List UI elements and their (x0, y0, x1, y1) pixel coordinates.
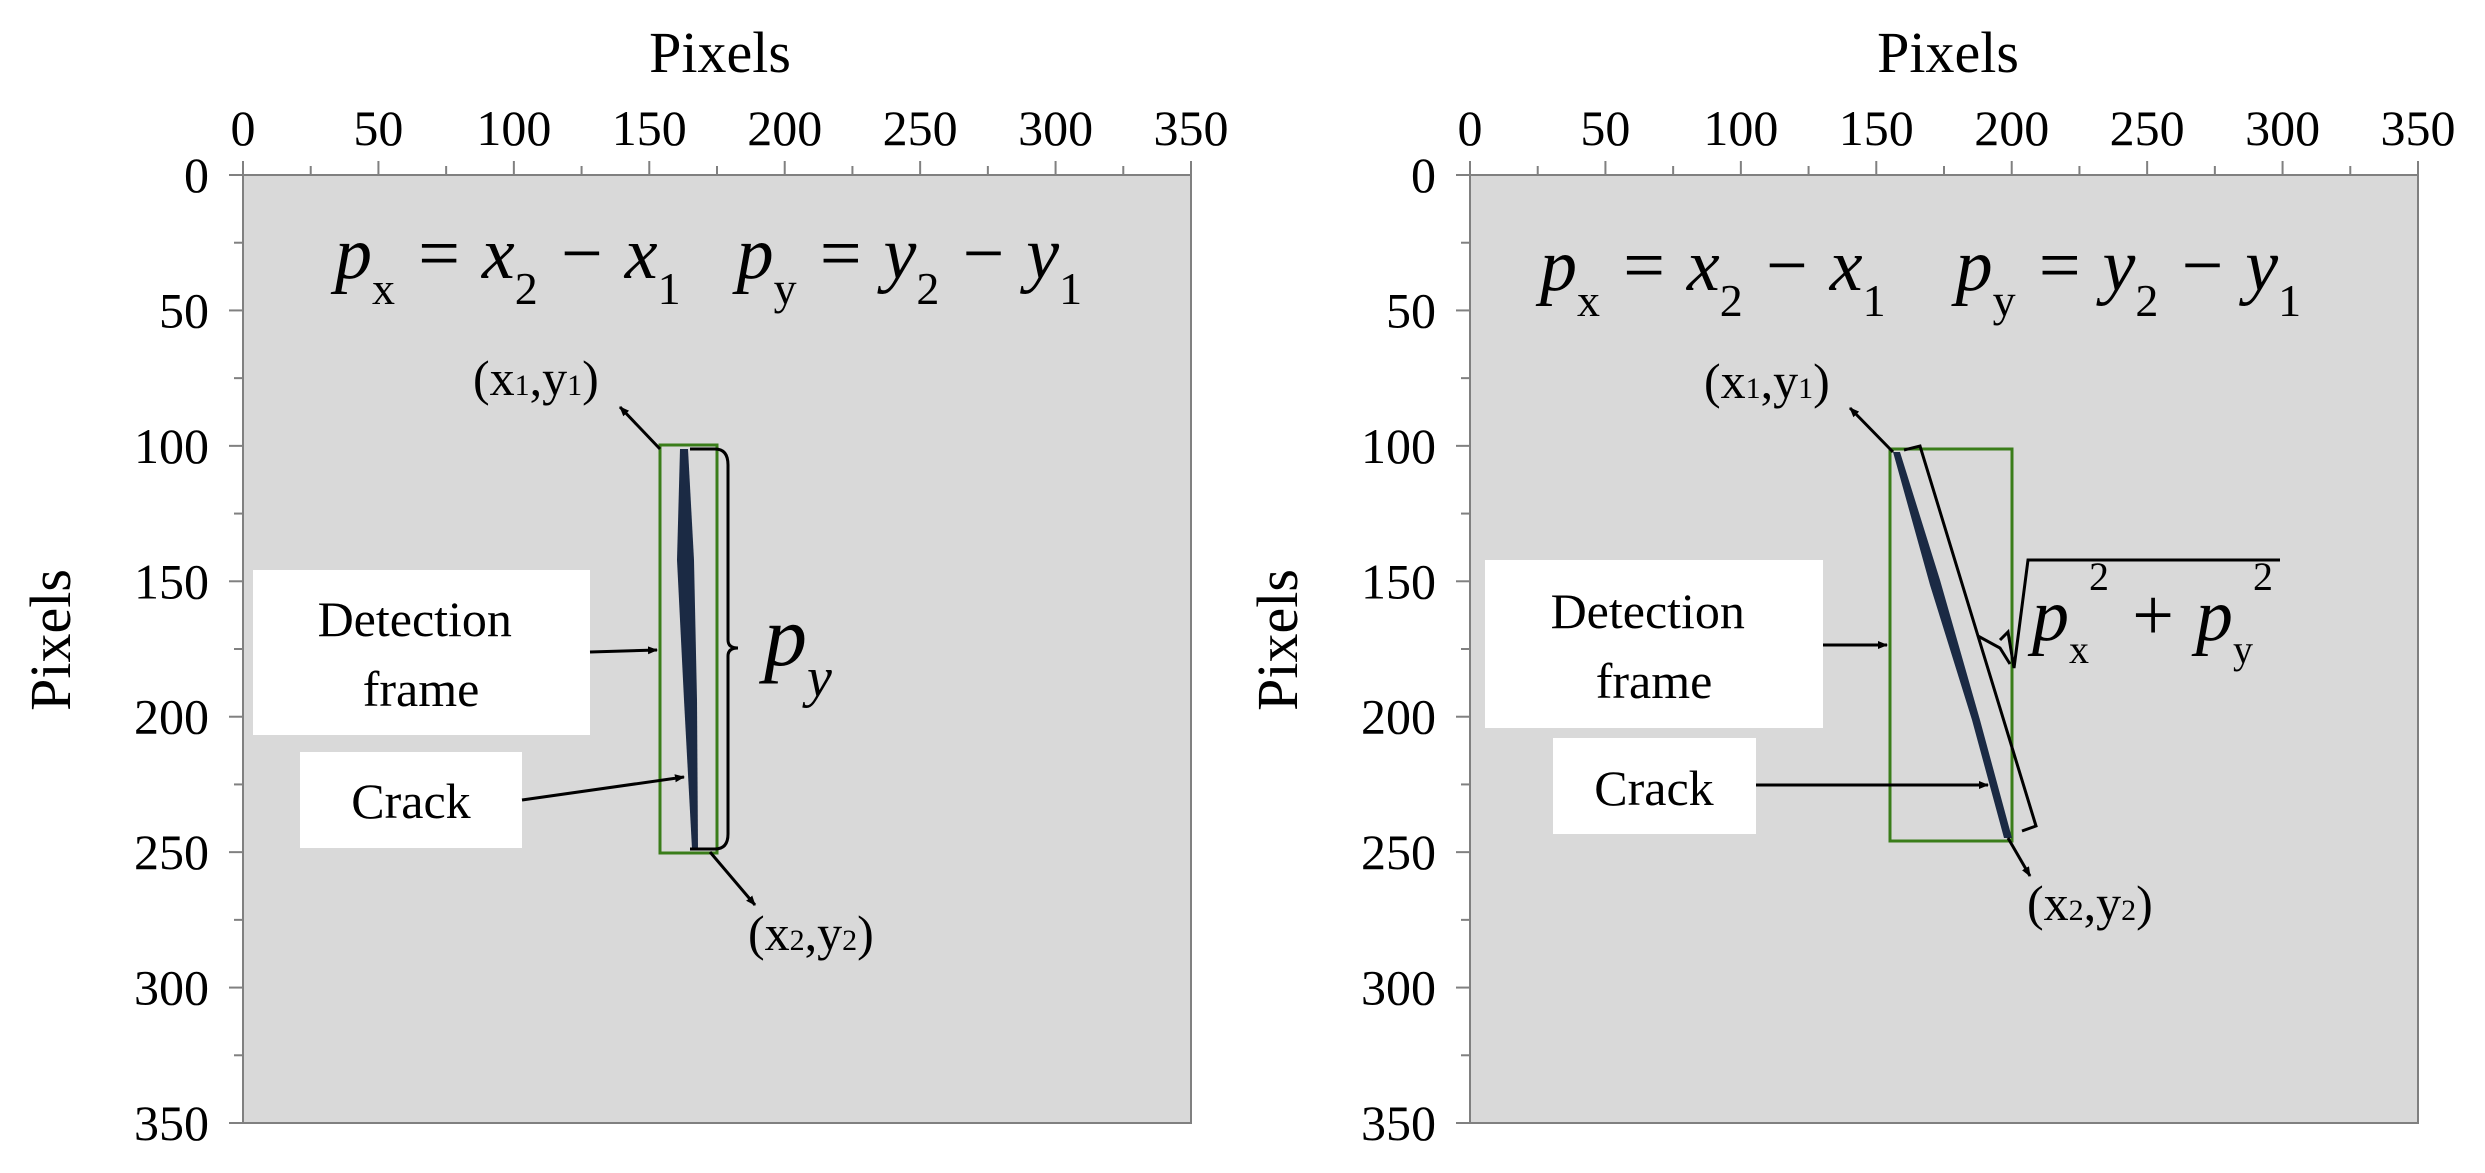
detection-frame-label: Detection frame (318, 591, 525, 717)
y-tick-label: 200 (1361, 689, 1436, 745)
x-axis: 0 50 100 150 200 250 300 350 (1458, 100, 2456, 176)
x-axis-label: Pixels (1877, 20, 2019, 85)
x-tick-label: 0 (231, 100, 256, 156)
y-tick-label: 350 (134, 1095, 209, 1151)
length-label: px2 + py2 (1998, 554, 2280, 672)
x-tick-label: 150 (1839, 100, 1914, 156)
crack-label-box (300, 752, 522, 848)
x-tick-labels: 0 50 100 150 200 250 300 350 (231, 100, 1229, 156)
x-tick-label: 150 (612, 100, 687, 156)
x-tick-label: 300 (1018, 100, 1093, 156)
x-tick-label: 350 (1154, 100, 1229, 156)
formula: px = x2 − x1 py = y2 − y1 (1535, 225, 2301, 326)
y-tick-label: 100 (1361, 418, 1436, 474)
x-tick-label: 0 (1458, 100, 1483, 156)
y-axis-label: Pixels (1245, 569, 1310, 711)
x-tick-label: 300 (2245, 100, 2320, 156)
x-tick-label: 350 (2381, 100, 2456, 156)
x-tick-label: 200 (1974, 100, 2049, 156)
y-tick-label: 300 (134, 960, 209, 1016)
end-point-arrow (2006, 837, 2032, 877)
svg-text:px2 + py2: px2 + py2 (2027, 554, 2273, 672)
y-tick-label: 0 (1411, 147, 1436, 203)
x-tick-marks (242, 161, 1192, 175)
end-point-label: (x2,y2) (2027, 875, 2153, 931)
length-label: py (758, 588, 832, 709)
crack-label-box (1553, 738, 1756, 834)
y-tick-label: 300 (1361, 960, 1436, 1016)
y-axis-label: Pixels (18, 569, 83, 711)
panel-left: 0 50 100 150 200 250 300 350 0 50 100 150 200 250 300… (18, 20, 1229, 1151)
crack-label: Crack (351, 773, 470, 829)
y-tick-label: 250 (134, 824, 209, 880)
y-tick-label: 0 (184, 147, 209, 203)
crack (1893, 452, 2012, 838)
detection-frame (658, 443, 719, 855)
x-tick-label: 50 (1580, 100, 1630, 156)
y-tick-labels: 0 50 100 150 200 250 300 350 (134, 147, 209, 1151)
detection-frame-arrow (589, 646, 658, 655)
y-tick-label: 150 (134, 553, 209, 609)
crack-label: Crack (1594, 760, 1713, 816)
y-tick-label: 50 (1386, 282, 1436, 338)
x-tick-label: 250 (2110, 100, 2185, 156)
panel-right: 0 50 100 150 200 250 300 350 0 50 100 150 200 250 300… (1245, 20, 2456, 1151)
y-axis: 0 50 100 150 200 250 300 350 (1361, 147, 1471, 1151)
y-tick-marks (229, 174, 243, 1124)
y-tick-label: 250 (1361, 824, 1436, 880)
crack (677, 449, 698, 849)
detection-frame-label-box (1485, 560, 1823, 728)
detection-frame-label: Detection frame (1551, 583, 1758, 709)
x-axis-label: Pixels (649, 20, 791, 85)
y-tick-label: 150 (1361, 553, 1436, 609)
detection-frame-label-box (253, 570, 590, 735)
y-tick-marks (1456, 174, 1470, 1124)
detection-frame (1888, 447, 2014, 843)
end-point-arrow (708, 851, 757, 906)
end-point-label: (x2,y2) (748, 905, 874, 961)
x-tick-label: 100 (476, 100, 551, 156)
x-tick-marks (1469, 161, 2419, 175)
y-axis: 0 50 100 150 200 250 300 350 (134, 147, 244, 1151)
sqrt-sign (1998, 558, 2280, 669)
y-tick-label: 100 (134, 418, 209, 474)
y-tick-label: 50 (159, 282, 209, 338)
x-tick-label: 100 (1703, 100, 1778, 156)
x-tick-label: 200 (747, 100, 822, 156)
x-axis: 0 50 100 150 200 250 300 350 (231, 100, 1229, 176)
crack-arrow (521, 774, 685, 802)
x-tick-label: 50 (353, 100, 403, 156)
x-tick-labels: 0 50 100 150 200 250 300 350 (1458, 100, 2456, 156)
x-tick-label: 250 (883, 100, 958, 156)
start-point-arrow (1848, 406, 1895, 454)
formula: px = x2 − x1 py = y2 − y1 (330, 213, 1082, 314)
length-bracket (690, 447, 739, 851)
start-point-arrow (618, 405, 662, 451)
start-point-label: (x1,y1) (473, 350, 599, 406)
y-tick-label: 200 (134, 689, 209, 745)
start-point-label: (x1,y1) (1704, 353, 1830, 409)
y-tick-labels: 0 50 100 150 200 250 300 350 (1361, 147, 1436, 1151)
y-tick-label: 350 (1361, 1095, 1436, 1151)
length-bracket (1903, 444, 2038, 833)
